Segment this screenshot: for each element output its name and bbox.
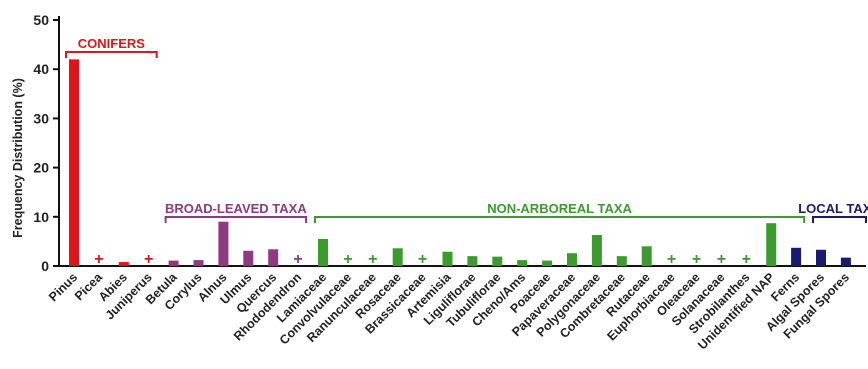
group-bracket xyxy=(65,51,158,58)
trace-marker: + xyxy=(742,251,751,268)
trace-marker: + xyxy=(343,251,352,268)
bar xyxy=(641,246,652,266)
group-bracket xyxy=(164,216,308,223)
trace-marker: + xyxy=(717,251,726,268)
group-label-bg xyxy=(484,201,636,216)
bar xyxy=(840,257,851,266)
bar xyxy=(243,250,254,266)
bar xyxy=(392,248,403,266)
group-label: NON-ARBOREAL TAXA xyxy=(487,201,632,216)
y-axis: 0 10 20 30 40 50 xyxy=(33,12,60,274)
group-brackets: CONIFERS BROAD-LEAVED TAXA NON-ARBOREAL TA… xyxy=(65,36,868,223)
bar xyxy=(517,260,528,266)
bar xyxy=(193,260,204,266)
bar xyxy=(168,260,179,266)
trace-marker: + xyxy=(418,251,427,268)
bar xyxy=(442,251,453,266)
y-tick-label: 10 xyxy=(33,209,49,225)
trace-marker: + xyxy=(144,251,153,268)
group-bracket xyxy=(314,216,806,223)
y-tick-label: 40 xyxy=(33,61,49,77)
group-label-bg xyxy=(74,36,149,51)
bar xyxy=(591,235,602,266)
bar xyxy=(318,238,328,266)
bars: + + + + + + + + + + xyxy=(69,59,851,268)
group-label-bg xyxy=(161,201,311,216)
bar xyxy=(218,221,229,266)
group-label: CONIFERS xyxy=(78,36,146,51)
group-bracket xyxy=(812,216,867,223)
y-tick-label: 50 xyxy=(33,12,49,28)
trace-marker: + xyxy=(667,251,676,268)
bar xyxy=(816,249,826,266)
y-tick-label: 0 xyxy=(41,258,49,274)
trace-marker: + xyxy=(94,251,103,268)
bar xyxy=(492,256,503,266)
bar xyxy=(118,262,129,266)
group-label-bg xyxy=(795,201,868,216)
bar xyxy=(467,256,478,266)
category-labels: PinusPiceaAbiesJuniperusBetulaCorylusAln… xyxy=(46,269,852,352)
group-label: LOCAL TAXA xyxy=(798,201,868,216)
y-axis-title: Frequency Distribution (%) xyxy=(11,78,25,238)
bar xyxy=(268,249,279,266)
category-label: Pinus xyxy=(46,270,80,304)
trace-marker: + xyxy=(368,251,377,268)
bar xyxy=(542,260,553,266)
bar xyxy=(616,256,627,266)
y-tick-label: 20 xyxy=(33,160,49,176)
bar xyxy=(791,247,802,266)
group-label: BROAD-LEAVED TAXA xyxy=(165,201,307,216)
trace-marker: + xyxy=(692,251,701,268)
bar xyxy=(567,253,577,266)
trace-marker: + xyxy=(293,251,302,268)
bar xyxy=(766,223,777,266)
bar xyxy=(69,59,79,266)
y-tick-label: 30 xyxy=(33,110,49,126)
